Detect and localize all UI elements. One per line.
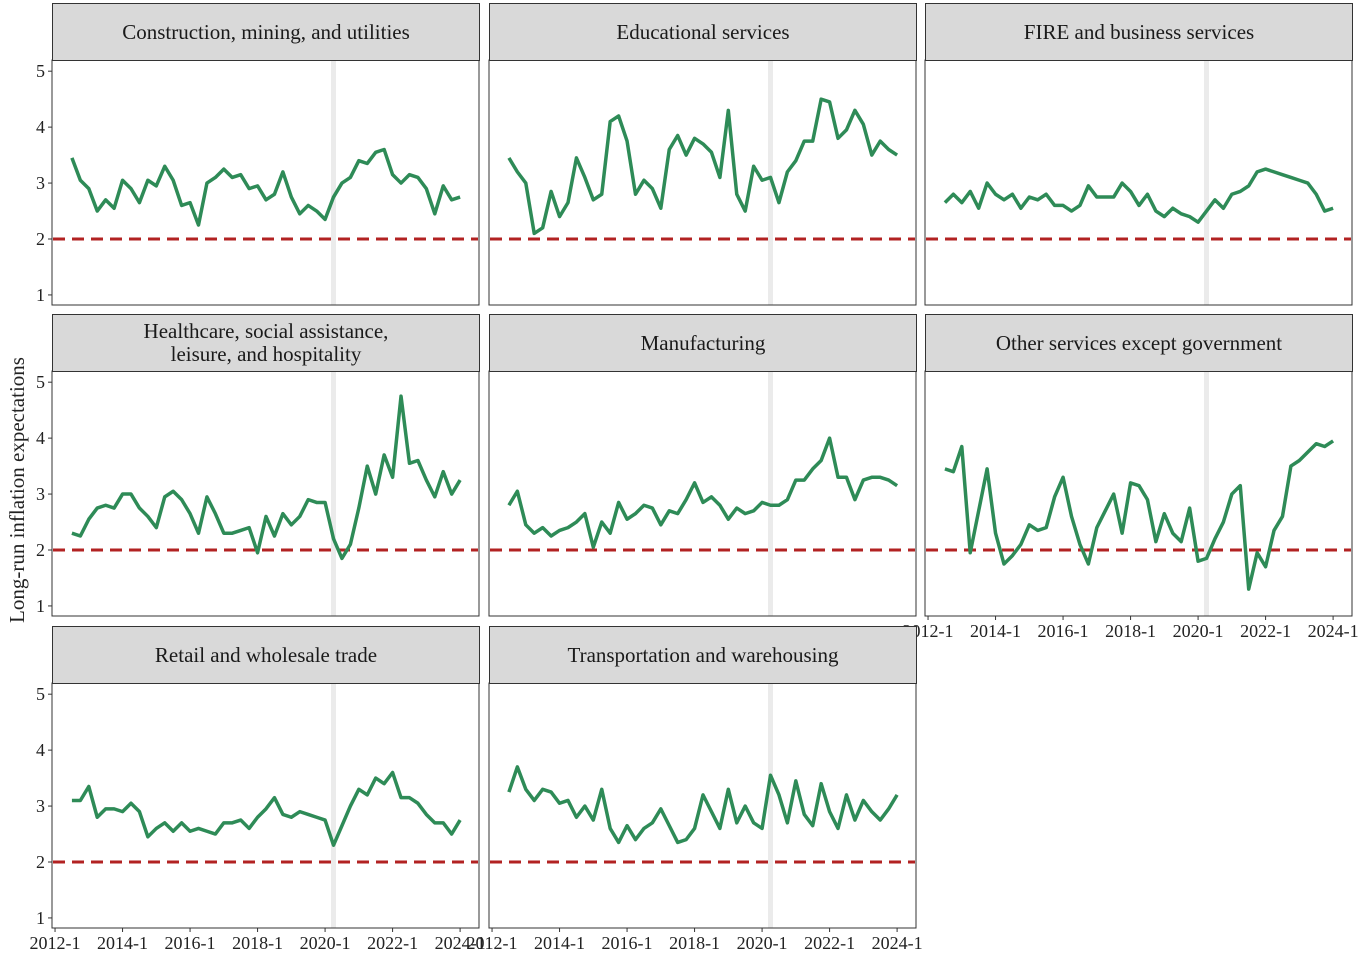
panel-background [488, 59, 917, 306]
x-tick-label: 2020-1 [300, 933, 351, 953]
series-line [71, 770, 462, 847]
y-tick-label: 5 [36, 61, 45, 81]
panel-background [51, 59, 480, 306]
y-tick-label: 2 [36, 229, 45, 249]
facet-title: Other services except government [925, 314, 1353, 372]
x-tick-label: 2022-1 [804, 933, 855, 953]
series-line [71, 394, 462, 561]
x-tick-label: 2016-1 [602, 933, 653, 953]
facet-title: Construction, mining, and utilities [52, 3, 480, 61]
x-tick-label: 2024-1 [1308, 621, 1359, 641]
y-tick-label: 4 [36, 117, 45, 137]
panel-background [924, 59, 1353, 306]
y-tick-label: 4 [36, 740, 45, 760]
x-tick-label: 2018-1 [232, 933, 283, 953]
series-line [507, 97, 899, 236]
series-line [507, 436, 899, 549]
series-line [70, 147, 461, 227]
y-tick-label: 5 [36, 372, 45, 392]
panel-background [488, 682, 917, 929]
x-tick-label: 2012-1 [467, 933, 518, 953]
x-tick-label: 2024-1 [435, 933, 486, 953]
y-tick-label: 2 [36, 852, 45, 872]
x-tick-label: 2016-1 [165, 933, 216, 953]
x-tick-label: 2018-1 [1105, 621, 1156, 641]
facet-title: Healthcare, social assistance, leisure, … [52, 314, 480, 372]
y-tick-label: 4 [36, 428, 45, 448]
x-tick-label: 2016-1 [1038, 621, 1089, 641]
facet-title: Retail and wholesale trade [52, 626, 480, 684]
x-tick-label: 2024-1 [872, 933, 923, 953]
x-tick-label: 2014-1 [97, 933, 148, 953]
y-tick-label: 3 [36, 796, 45, 816]
series-line [943, 167, 1334, 224]
x-tick-label: 2020-1 [737, 933, 788, 953]
facet-title: FIRE and business services [925, 3, 1353, 61]
y-tick-label: 5 [36, 684, 45, 704]
x-tick-label: 2022-1 [367, 933, 418, 953]
x-tick-label: 2014-1 [970, 621, 1021, 641]
y-tick-label: 3 [36, 173, 45, 193]
x-tick-label: 2018-1 [669, 933, 720, 953]
x-tick-label: 2022-1 [1240, 621, 1291, 641]
y-tick-label: 1 [36, 596, 45, 616]
y-tick-label: 1 [36, 908, 45, 928]
y-axis-title: Long-run inflation expectations [5, 357, 29, 623]
panel-background [51, 370, 480, 617]
panel-background [924, 370, 1353, 617]
series-line [944, 439, 1335, 591]
series-line [507, 765, 899, 845]
panel-background [488, 370, 917, 617]
facet-title: Transportation and warehousing [489, 626, 917, 684]
x-tick-label: 2012-1 [30, 933, 81, 953]
x-tick-label: 2014-1 [534, 933, 585, 953]
y-tick-label: 1 [36, 285, 45, 305]
facet-title: Manufacturing [489, 314, 917, 372]
x-tick-label: 2020-1 [1173, 621, 1224, 641]
y-tick-label: 3 [36, 484, 45, 504]
panel-background [51, 682, 480, 929]
y-tick-label: 2 [36, 540, 45, 560]
facet-title: Educational services [489, 3, 917, 61]
